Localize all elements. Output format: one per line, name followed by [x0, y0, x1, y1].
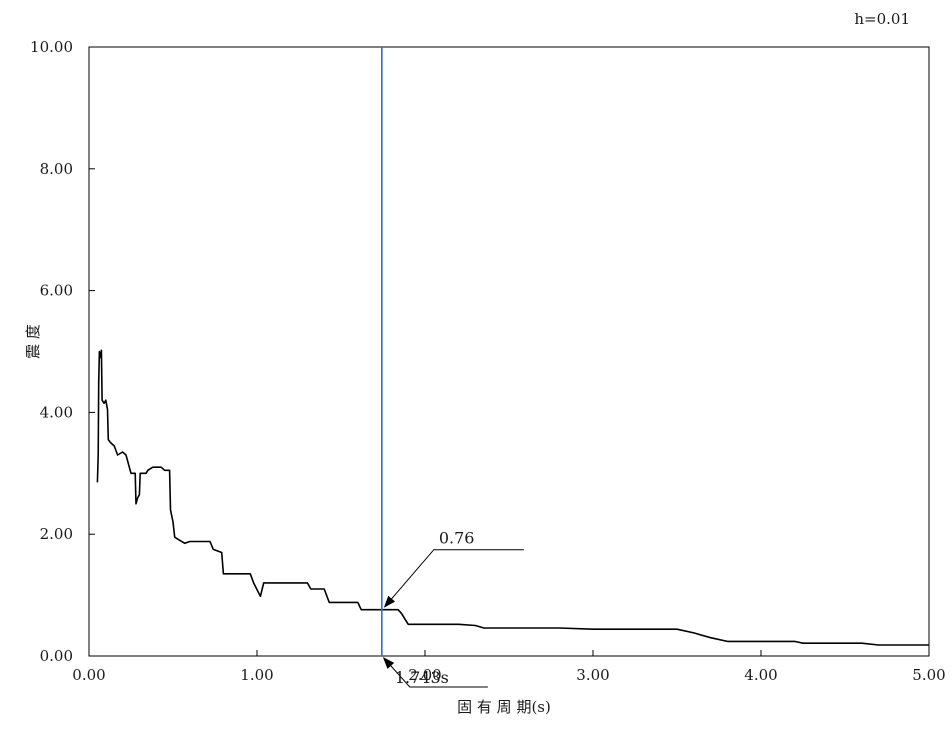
annotation-layer: 0.76 1.743s [382, 529, 524, 688]
x-tick-label: 5.00 [912, 666, 945, 684]
x-tick-label: 2.00 [408, 666, 441, 684]
plot-area-frame [88, 46, 930, 657]
x-tick-label: 4.00 [744, 666, 777, 684]
y-tick-label: 0.00 [40, 647, 73, 665]
y-tick-label: 10.00 [30, 38, 73, 56]
series-line-0 [96, 349, 929, 646]
period-annotation-leader [383, 657, 488, 688]
y-tick-label: 4.00 [40, 403, 73, 421]
y-axis-label: 震 度 [24, 324, 42, 359]
series-layer [96, 349, 929, 646]
value-annotation-leader [384, 549, 524, 608]
y-tick-label: 6.00 [40, 282, 73, 300]
period-annotation-label: 1.743s [395, 668, 449, 687]
annotation-arrowhead [382, 657, 395, 669]
x-tick-label: 0.00 [72, 666, 105, 684]
y-tick-label: 8.00 [40, 160, 73, 178]
y-axis-label-group: 震 度 [24, 324, 42, 359]
annotation-arrowhead [383, 595, 396, 608]
x-axis-label: 固 有 周 期(s) [457, 698, 551, 716]
damping-note: h=0.01 [854, 10, 910, 28]
x-tick-label: 3.00 [576, 666, 609, 684]
value-annotation-label: 0.76 [439, 529, 475, 548]
y-tick-label: 2.00 [40, 525, 73, 543]
y-axis-ticks: 0.00 2.00 4.00 6.00 8.00 10.00 [30, 38, 95, 665]
x-tick-label: 1.00 [240, 666, 273, 684]
x-axis-ticks: 0.00 1.00 2.00 3.00 4.00 5.00 [72, 650, 946, 684]
